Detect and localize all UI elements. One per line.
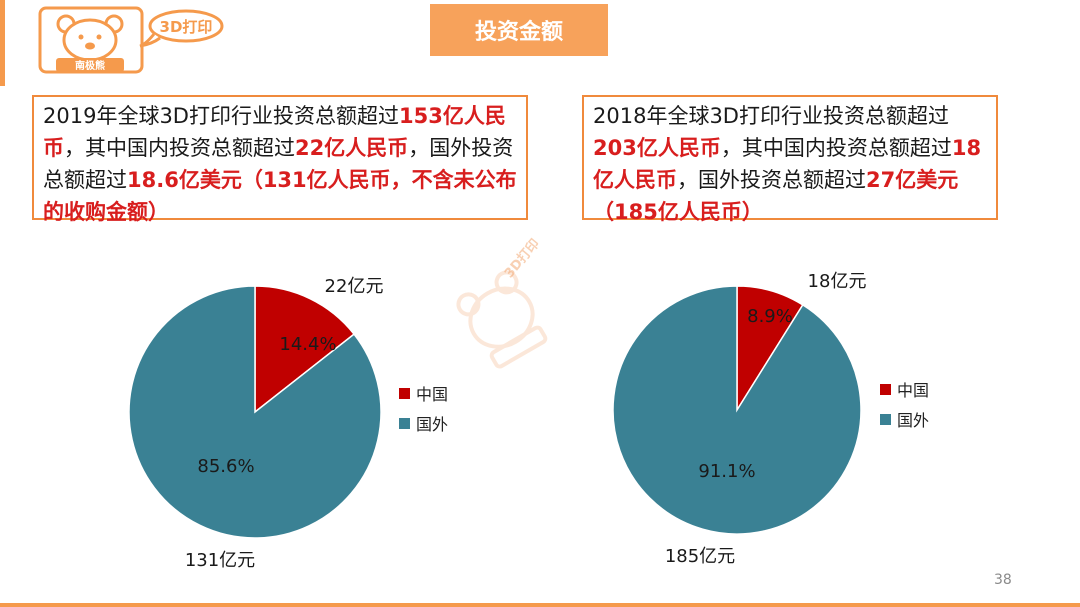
- pie-chart-2019: [128, 285, 382, 539]
- page-number: 38: [994, 572, 1012, 588]
- legend-swatch-domestic: [880, 383, 891, 395]
- legend-swatch-foreign: [880, 413, 891, 425]
- legend-2018-foreign: 国外: [880, 404, 929, 434]
- summary-2018-foreign: 27亿美元（185亿人民币）: [593, 168, 959, 224]
- pie-2019-domestic-value: 22亿元: [325, 276, 384, 297]
- pie-2018-foreign-percent: 91.1%: [698, 461, 755, 482]
- legend-label: 国外: [416, 415, 449, 434]
- bear-logo: 南极熊 3D打印: [38, 6, 224, 74]
- summary-2018-text-2: ，其中国内投资总额超过: [720, 136, 952, 160]
- legend-label: 国外: [897, 411, 930, 430]
- legend-2018: 中国 国外: [880, 374, 929, 434]
- pie-2018-domestic-percent: 8.9%: [747, 306, 793, 327]
- pie-2019-domestic-percent: 14.4%: [279, 334, 336, 355]
- pie-2019-foreign-value: 131亿元: [185, 550, 255, 571]
- legend-2019-foreign: 国外: [399, 408, 448, 438]
- summary-2019-foreign: 18.6亿美元（131亿人民币，不含未公布的收购金额）: [43, 168, 517, 224]
- summary-2018-domestic: 18亿人民币: [593, 136, 982, 192]
- summary-2018-text-3: ，国外投资总额超过: [677, 168, 866, 192]
- pie-2019-foreign-percent: 85.6%: [197, 456, 254, 477]
- summary-2019-text-3: ，国外投资总额超过: [43, 136, 514, 192]
- summary-2019-total: 153亿人民币: [43, 104, 506, 160]
- summary-2019-text-1: 2019年全球3D打印行业投资总额超过: [43, 104, 399, 128]
- pie-slice-domestic: [254, 285, 356, 414]
- page-title: 投资金额: [430, 4, 608, 56]
- pie-2018-foreign-value: 185亿元: [665, 546, 735, 567]
- summary-2019-domestic: 22亿人民币: [295, 136, 409, 160]
- legend-2019: 中国 国外: [399, 378, 448, 438]
- legend-2018-domestic: 中国: [880, 374, 929, 404]
- pie-chart-2018: [612, 285, 862, 535]
- pie-slice-foreign: [128, 285, 382, 539]
- legend-2019-domestic: 中国: [399, 378, 448, 408]
- logo-brand-text: 南极熊: [75, 59, 105, 72]
- legend-swatch-foreign: [399, 417, 410, 429]
- summary-2018-box: 2018年全球3D打印行业投资总额超过 203亿人民币，其中国内投资总额超过18亿…: [582, 95, 998, 224]
- summary-2019-box: 2019年全球3D打印行业投资总额超过153亿人民币，其中国内投资总额超过22亿…: [32, 95, 528, 224]
- legend-label: 中国: [897, 381, 930, 400]
- summary-2018-total: 203亿人民币: [593, 136, 721, 160]
- pie-slice-foreign: [612, 285, 862, 535]
- pie-2018-domestic-value: 18亿元: [808, 271, 867, 292]
- bottom-accent-bar: [0, 603, 1080, 607]
- logo-badge-text: 3D打印: [160, 18, 213, 36]
- legend-label: 中国: [416, 385, 449, 404]
- watermark-bear-icon: [456, 270, 548, 369]
- summary-2019-text-2: ，其中国内投资总额超过: [64, 136, 295, 160]
- left-accent-bar: [0, 0, 5, 86]
- legend-swatch-domestic: [399, 387, 410, 399]
- summary-2018-text-1: 2018年全球3D打印行业投资总额超过: [593, 104, 949, 128]
